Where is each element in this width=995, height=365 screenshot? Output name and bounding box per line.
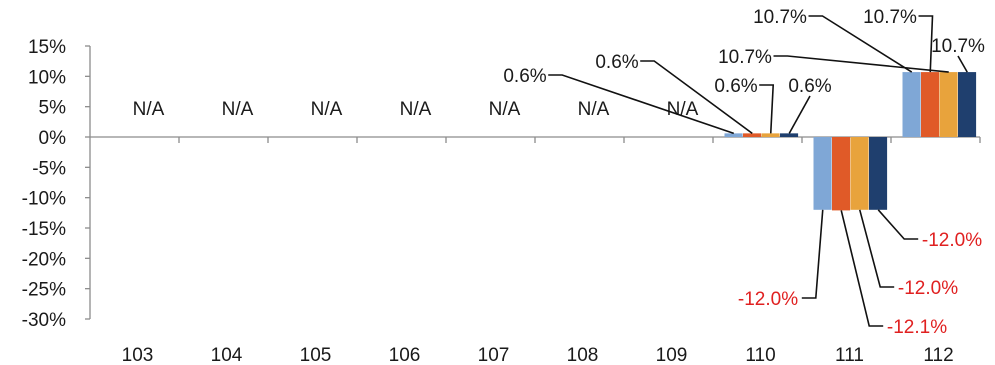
bar	[958, 72, 977, 137]
x-tick-label: 107	[478, 345, 510, 365]
x-tick-label: 109	[656, 345, 688, 365]
na-label: N/A	[222, 99, 254, 120]
y-tick-label: 5%	[39, 98, 67, 119]
data-label: 0.6%	[595, 52, 638, 73]
data-label: 10.7%	[753, 7, 807, 28]
bars	[724, 72, 977, 211]
y-tick-label: 10%	[28, 67, 66, 88]
bar	[832, 137, 851, 211]
data-label: -12.0%	[738, 289, 798, 310]
leader-line	[788, 95, 811, 134]
bar	[921, 72, 940, 137]
data-label: 0.6%	[503, 66, 546, 87]
y-tick-label: 0%	[39, 128, 67, 149]
y-axis: 15% 10% 5% 0% -5% -10% -15% -20% -25% -30%	[22, 37, 91, 331]
bar	[780, 133, 799, 137]
y-tick-label: -30%	[22, 310, 66, 331]
bar	[902, 72, 921, 137]
x-tick-label: 103	[122, 345, 154, 365]
leader-lines	[548, 15, 968, 327]
na-labels: N/A N/A N/A N/A N/A N/A N/A	[133, 99, 699, 120]
na-label: N/A	[400, 99, 432, 120]
leader-line	[773, 55, 949, 73]
na-label: N/A	[578, 99, 610, 120]
bar	[939, 72, 958, 137]
bar	[761, 133, 780, 137]
y-tick-label: -10%	[22, 189, 66, 210]
y-tick-label: 15%	[28, 37, 66, 58]
leader-line	[918, 15, 934, 73]
na-label: N/A	[133, 99, 165, 120]
na-label: N/A	[311, 99, 343, 120]
bar	[743, 133, 762, 137]
leader-line	[801, 209, 824, 299]
y-tick-label: -20%	[22, 249, 66, 270]
x-tick-label: 105	[300, 345, 332, 365]
y-tick-label: -25%	[22, 280, 66, 301]
na-label: N/A	[667, 99, 699, 120]
y-tick-label: -5%	[32, 158, 66, 179]
data-label: 0.6%	[788, 76, 831, 97]
data-label: 10.7%	[863, 7, 917, 28]
leader-line	[808, 15, 913, 73]
y-tick-label: -15%	[22, 219, 66, 240]
leader-line	[858, 209, 895, 288]
x-axis: 103 104 105 106 107 108 109 110 111 112	[90, 136, 981, 365]
leader-line	[548, 74, 735, 135]
leader-line	[957, 55, 968, 73]
data-label: 10.7%	[718, 47, 772, 68]
x-tick-label: 111	[835, 345, 864, 365]
bar	[724, 133, 743, 137]
bar	[850, 137, 869, 210]
leader-line	[759, 84, 775, 134]
data-label: -12.0%	[898, 278, 958, 299]
data-label: -12.0%	[922, 230, 982, 251]
data-label: 10.7%	[931, 36, 985, 57]
x-tick-label: 108	[567, 345, 599, 365]
data-label: 0.6%	[714, 76, 757, 97]
leader-line	[840, 210, 884, 327]
x-tick-label: 104	[211, 345, 243, 365]
na-label: N/A	[489, 99, 521, 120]
x-tick-label: 106	[389, 345, 421, 365]
bar	[869, 137, 888, 210]
data-labels: 0.6% 0.6% 0.6% 0.6% -12.0% -12.1% -12.0% -12.0%…	[503, 7, 985, 338]
data-label: -12.1%	[887, 317, 947, 338]
x-tick-label: 112	[923, 345, 953, 365]
x-tick-label: 110	[745, 345, 775, 365]
leader-line	[877, 209, 919, 240]
bar	[813, 137, 832, 210]
leader-line	[640, 60, 753, 135]
